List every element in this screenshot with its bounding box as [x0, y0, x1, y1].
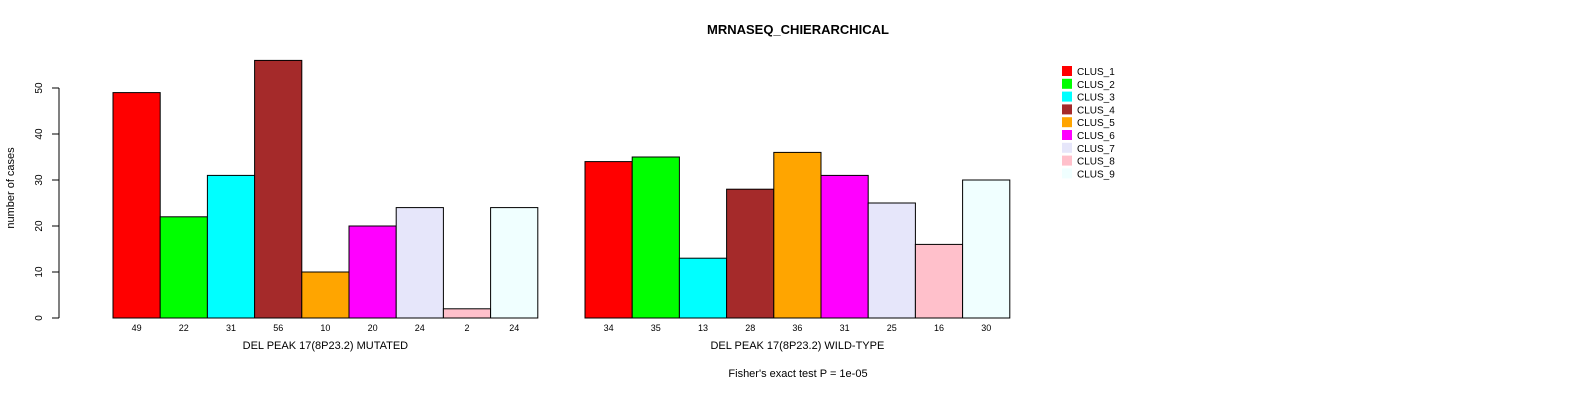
bar	[112, 92, 161, 319]
legend-swatch	[1062, 142, 1072, 153]
legend-swatch	[1062, 130, 1072, 140]
bar	[442, 308, 492, 319]
bar-group: 34 35 13 28 36 31 25 16 30 DEL PEAK 17(8P23.2) WI…	[584, 151, 1011, 352]
bar-count-label: 35	[651, 323, 661, 333]
bar	[773, 151, 822, 319]
bar	[631, 156, 680, 319]
bar	[395, 207, 444, 319]
bar-count-label: 31	[840, 323, 850, 333]
y-tick-label: 20	[34, 220, 45, 232]
legend-swatch	[1062, 78, 1072, 89]
group-label: DEL PEAK 17(8P23.2) MUTATED	[243, 340, 409, 352]
chart-title: MRNASEQ_CHIERARCHICAL	[707, 22, 889, 37]
bar-count-label: 56	[273, 323, 283, 333]
bar	[726, 188, 775, 319]
bar-count-label: 10	[320, 323, 330, 333]
bar-count-label: 22	[179, 323, 189, 333]
bar	[867, 202, 916, 319]
bar-count-label: 31	[226, 323, 236, 333]
legend-label: CLUS_7	[1077, 144, 1115, 155]
bar	[490, 207, 539, 319]
bar	[301, 271, 350, 319]
bar	[206, 174, 256, 319]
group-label: DEL PEAK 17(8P23.2) WILD-TYPE	[710, 340, 884, 352]
legend-label: CLUS_4	[1077, 105, 1115, 116]
bar	[820, 174, 869, 319]
legend-label: CLUS_5	[1077, 118, 1115, 129]
y-axis-label: number of cases	[5, 147, 17, 229]
bar-group: 49 22 31 56 10 20 24 2 24 DEL PEAK 17(8P23.2) MUT…	[112, 59, 539, 352]
legend-item: CLUS_4	[1062, 104, 1115, 116]
legend-item: CLUS_5	[1062, 117, 1115, 129]
bar	[914, 243, 964, 319]
footnote: Fisher's exact test P = 1e-05	[728, 368, 867, 380]
legend-item: CLUS_9	[1062, 168, 1115, 180]
y-axis: 0 10 20 30 40 50	[34, 82, 60, 321]
legend-label: CLUS_3	[1077, 93, 1115, 104]
bar-count-label: 30	[981, 323, 991, 333]
y-tick-label: 30	[34, 174, 45, 186]
bar-count-label: 20	[368, 323, 378, 333]
legend-swatch	[1062, 66, 1072, 76]
bar-count-label: 34	[604, 323, 614, 333]
legend-label: CLUS_6	[1077, 131, 1115, 142]
bar-count-label: 24	[415, 323, 425, 333]
legend-label: CLUS_9	[1077, 169, 1115, 180]
bar-count-label: 24	[509, 323, 519, 333]
bar	[584, 161, 633, 319]
legend-item: CLUS_3	[1062, 91, 1115, 104]
y-tick-label: 0	[34, 315, 45, 321]
bar-count-label: 36	[792, 323, 802, 333]
legend-swatch	[1062, 104, 1072, 115]
legend-label: CLUS_2	[1077, 80, 1115, 91]
bar-count-label: 49	[132, 323, 142, 333]
y-tick-label: 10	[34, 266, 45, 278]
legend-swatch	[1062, 91, 1072, 102]
bar	[348, 225, 397, 319]
bar-count-label: 2	[464, 323, 469, 333]
legend-swatch	[1062, 117, 1072, 128]
legend-item: CLUS_7	[1062, 142, 1115, 155]
legend-swatch	[1062, 168, 1072, 179]
bar-count-label: 13	[698, 323, 708, 333]
legend-swatch	[1062, 155, 1072, 166]
legend-item: CLUS_6	[1062, 130, 1115, 142]
bar-count-label: 16	[934, 323, 944, 333]
legend-label: CLUS_1	[1077, 67, 1115, 78]
bar	[962, 179, 1011, 319]
bar	[678, 257, 728, 319]
bar-count-label: 25	[887, 323, 897, 333]
legend-item: CLUS_2	[1062, 78, 1115, 91]
bar-groups: 49 22 31 56 10 20 24 2 24 DEL PEAK 17(8P23.2) MUT…	[112, 59, 1011, 352]
y-tick-label: 40	[34, 128, 45, 140]
y-tick-label: 50	[34, 82, 45, 94]
bar	[254, 59, 303, 319]
legend-label: CLUS_8	[1077, 157, 1115, 168]
legend-item: CLUS_1	[1062, 66, 1115, 78]
legend-item: CLUS_8	[1062, 155, 1115, 168]
bar	[159, 216, 208, 319]
bar-count-label: 28	[745, 323, 755, 333]
